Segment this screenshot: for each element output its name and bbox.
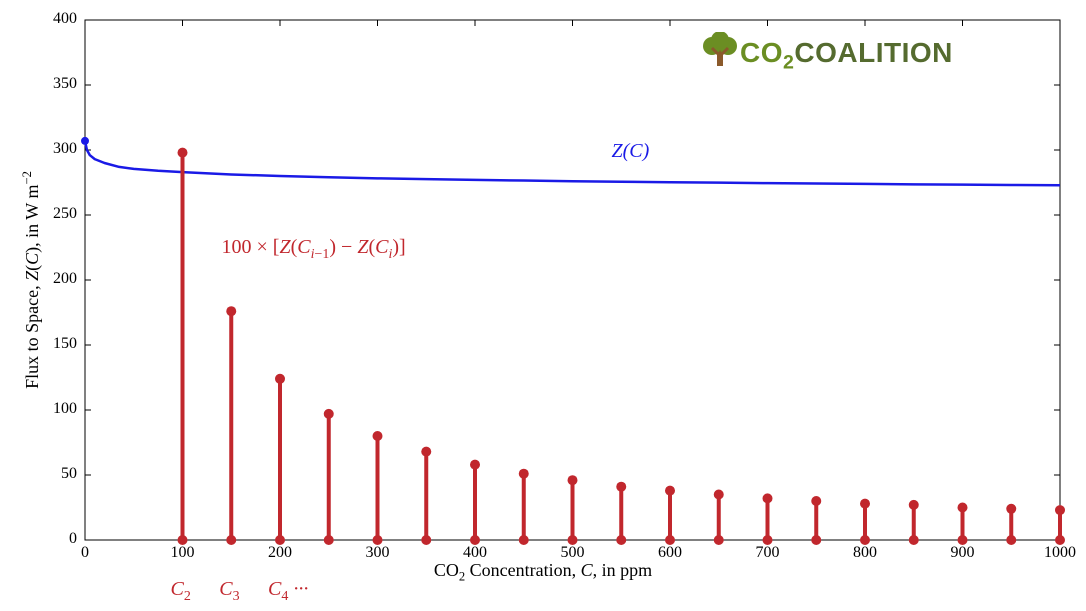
stem-top-marker [421, 447, 431, 457]
stem-top-marker [178, 148, 188, 158]
tree-icon [700, 32, 740, 68]
stem-base-marker [324, 535, 334, 545]
x-tick-label: 1000 [1040, 544, 1080, 562]
curve-label: Z(C) [612, 140, 650, 163]
y-tick-label: 400 [53, 10, 77, 28]
y-tick-label: 50 [61, 465, 77, 483]
stem-top-marker [519, 469, 529, 479]
stem-top-marker [665, 486, 675, 496]
y-axis-title: Flux to Space, Z(C), in W m−2 [20, 80, 43, 480]
stem-top-marker [1006, 504, 1016, 514]
flux-curve [85, 141, 1060, 185]
stem-footnote-label: C3 [219, 578, 239, 605]
stem-top-marker [958, 503, 968, 513]
y-tick-label: 200 [53, 270, 77, 288]
x-tick-label: 500 [553, 544, 593, 562]
stem-base-marker [1006, 535, 1016, 545]
stem-base-marker [226, 535, 236, 545]
stem-footnote-label: C4 ··· [268, 578, 308, 605]
y-tick-label: 250 [53, 205, 77, 223]
stem-top-marker [470, 460, 480, 470]
y-tick-label: 300 [53, 140, 77, 158]
chart-svg [0, 0, 1086, 611]
stem-top-marker [226, 306, 236, 316]
stem-formula-label: 100 × [Z(Ci−1) − Z(Ci)] [222, 236, 406, 263]
stem-base-marker [616, 535, 626, 545]
y-tick-label: 0 [69, 530, 77, 548]
stem-top-marker [714, 490, 724, 500]
x-tick-label: 600 [650, 544, 690, 562]
y-tick-label: 100 [53, 400, 77, 418]
x-tick-label: 100 [163, 544, 203, 562]
stem-top-marker [373, 431, 383, 441]
stem-top-marker [324, 409, 334, 419]
logo-word: COALITION [794, 37, 953, 68]
x-tick-label: 300 [358, 544, 398, 562]
x-tick-label: 700 [748, 544, 788, 562]
brand-logo: CO2COALITION [700, 32, 953, 75]
logo-prefix: CO2 [740, 37, 794, 68]
stem-base-marker [714, 535, 724, 545]
stem-top-marker [616, 482, 626, 492]
x-tick-label: 400 [455, 544, 495, 562]
curve-start-marker [81, 137, 89, 145]
stem-footnote-label: C2 [171, 578, 191, 605]
stem-top-marker [909, 500, 919, 510]
x-tick-label: 200 [260, 544, 300, 562]
figure-container: CO2 Concentration, C, in ppm Flux to Spa… [0, 0, 1086, 611]
stem-top-marker [568, 475, 578, 485]
x-tick-label: 800 [845, 544, 885, 562]
x-axis-title: CO2 Concentration, C, in ppm [0, 560, 1086, 585]
stem-base-marker [909, 535, 919, 545]
stem-top-marker [763, 493, 773, 503]
y-tick-label: 350 [53, 75, 77, 93]
stem-top-marker [275, 374, 285, 384]
stem-top-marker [860, 499, 870, 509]
stem-base-marker [421, 535, 431, 545]
x-tick-label: 900 [943, 544, 983, 562]
stem-base-marker [811, 535, 821, 545]
y-tick-label: 150 [53, 335, 77, 353]
stem-top-marker [1055, 505, 1065, 515]
stem-top-marker [811, 496, 821, 506]
stem-base-marker [519, 535, 529, 545]
